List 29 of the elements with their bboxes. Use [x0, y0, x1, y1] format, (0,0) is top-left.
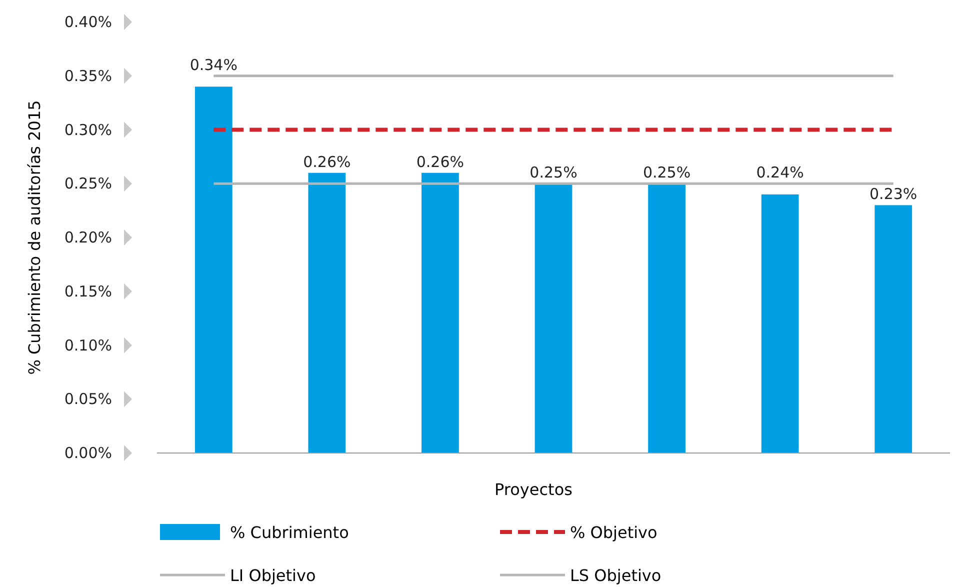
data-label: 0.26% [303, 152, 351, 171]
y-tick-label: 0.15% [64, 282, 112, 300]
bar [422, 172, 459, 453]
y-tick-label: 0.20% [64, 228, 112, 246]
legend-label: % Cubrimiento [230, 523, 349, 542]
legend-label: LI Objetivo [230, 566, 316, 585]
y-tick-label: 0.00% [64, 444, 112, 462]
y-tick-label: 0.40% [64, 13, 112, 31]
legend-label: LS Objetivo [570, 566, 662, 585]
y-tick-label: 0.35% [64, 66, 112, 85]
x-axis-title: Proyectos [494, 480, 572, 499]
y-tick-label: 0.25% [64, 174, 112, 193]
data-label: 0.34% [190, 56, 238, 74]
y-tick-label: 0.30% [64, 120, 112, 139]
y-tick-label: 0.10% [64, 336, 112, 354]
bar [194, 86, 232, 453]
data-label: 0.25% [642, 164, 691, 182]
legend-label: % Objetivo [570, 523, 658, 542]
y-axis-title: % Cubrimiento de auditorías 2015 [25, 100, 44, 375]
bar [761, 194, 799, 453]
bar [874, 205, 912, 453]
bar [308, 172, 346, 453]
data-label: 0.24% [756, 164, 804, 182]
y-tick-label: 0.05% [64, 390, 112, 408]
bar [648, 184, 686, 453]
data-label: 0.26% [416, 152, 464, 171]
bar [534, 184, 572, 453]
data-label: 0.23% [870, 185, 918, 204]
data-label: 0.25% [530, 164, 578, 182]
